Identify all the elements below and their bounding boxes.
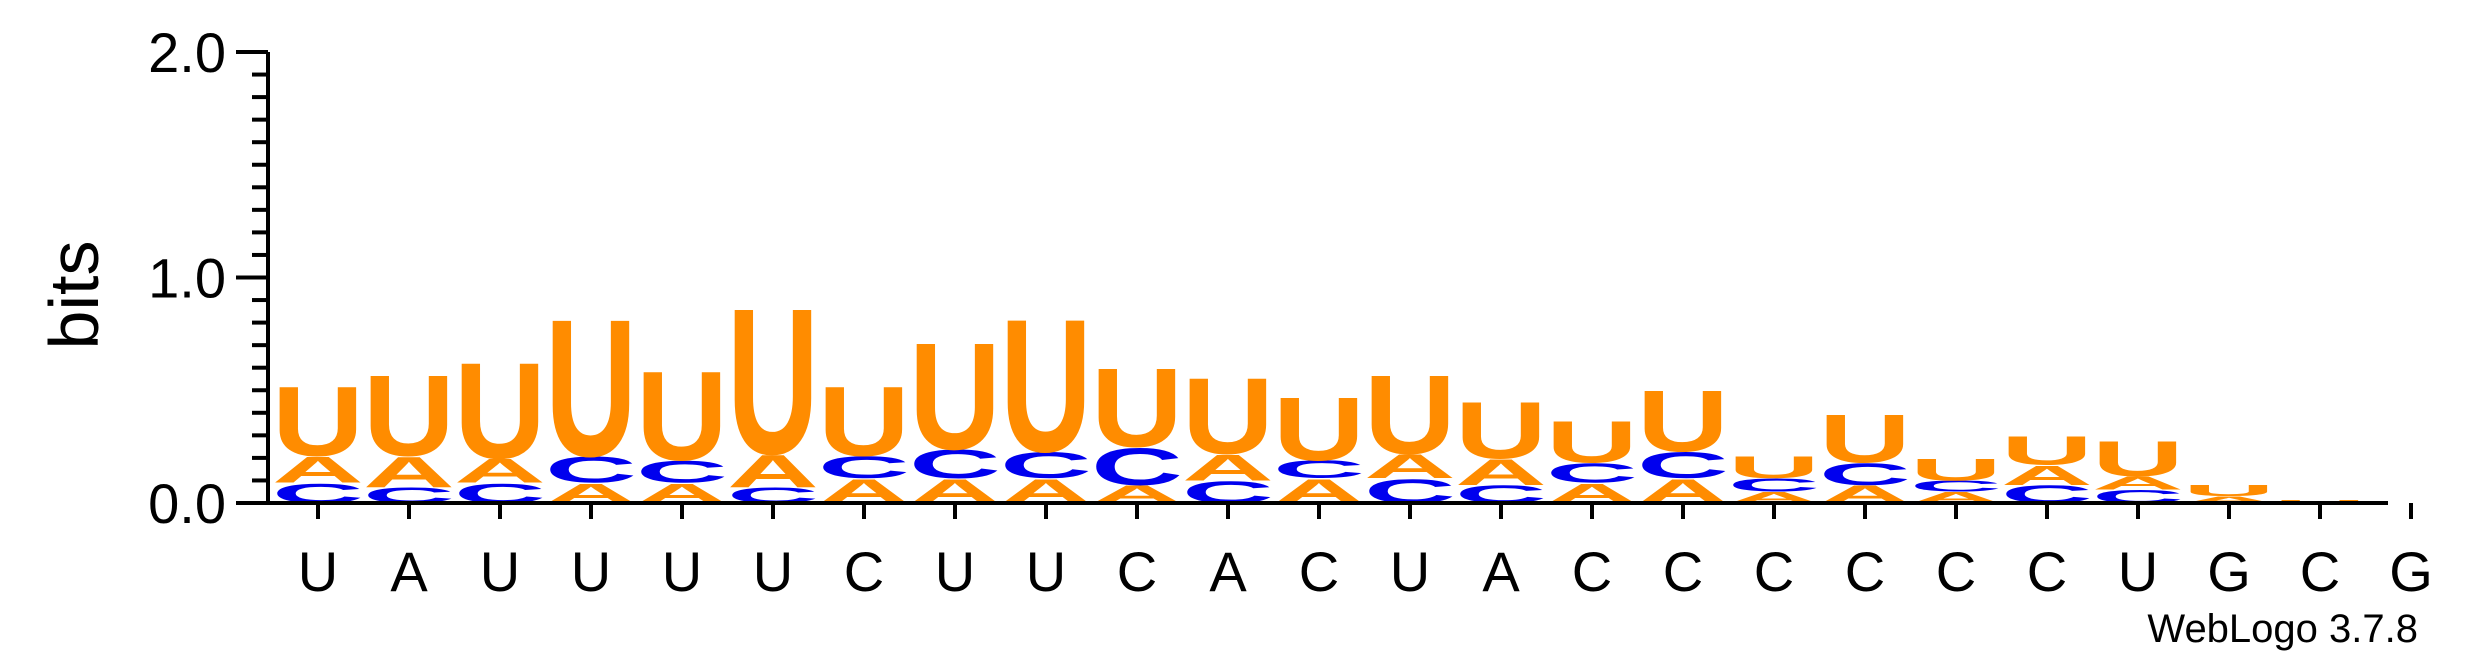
y-axis: 0.0 1.0 2.0	[148, 21, 270, 535]
position-label: U	[2118, 540, 2158, 603]
logo-letter-a: A	[2092, 473, 2184, 494]
position-label: C	[1299, 540, 1339, 603]
position-label: C	[1936, 540, 1976, 603]
logo-letter-a: A	[727, 445, 819, 497]
logo-letter-u: U	[2183, 482, 2275, 499]
logo-letter-c: C	[1000, 444, 1092, 486]
position-label: U	[935, 540, 975, 603]
logo-letter-c: C	[818, 450, 910, 485]
logo-letter-c: C	[1091, 437, 1183, 496]
position-label: C	[1117, 540, 1157, 603]
position-label: A	[390, 540, 428, 603]
logo-letter-u: U	[1546, 409, 1638, 475]
logo-letter-c: C	[1728, 475, 1820, 496]
position-label: G	[2207, 540, 2251, 603]
logo-letter-a: A	[1182, 447, 1274, 489]
logo-letter-u: U	[545, 279, 637, 498]
logo-letter-u: U	[1000, 281, 1092, 492]
logo-letter-c: C	[636, 455, 728, 490]
logo-letter-u: U	[363, 351, 455, 480]
position-label: U	[753, 540, 793, 603]
y-tick-label: 1.0	[148, 247, 226, 310]
logo-letter-u: U	[2001, 429, 2093, 474]
position-label: U	[298, 540, 338, 603]
position-label: U	[480, 540, 520, 603]
logo-letter-u: U	[909, 311, 1001, 481]
position-label: U	[571, 540, 611, 603]
position-label: A	[1482, 540, 1520, 603]
logo-letter-u: U	[818, 367, 910, 478]
logo-letter-u: U	[454, 335, 546, 488]
weblogo-credit: WebLogo 3.7.8	[2147, 607, 2418, 651]
position-label: U	[1390, 540, 1430, 603]
position-label: C	[2300, 540, 2340, 603]
y-axis-label: bits	[35, 241, 113, 350]
logo-letter-c: C	[909, 442, 1001, 487]
logo-letter-u: U	[1637, 373, 1729, 470]
logo-letter-u: U	[2092, 432, 2184, 487]
logo-letter-c: C	[1910, 478, 2002, 495]
logo-letter-a: A	[2001, 460, 2093, 491]
logo-letter-c: C	[1637, 444, 1729, 486]
logo-letter-u: U	[1273, 379, 1365, 480]
logo-letter-u: U	[1364, 353, 1456, 478]
logo-letter-u: U	[727, 265, 819, 498]
logo-letter-u: U	[1182, 356, 1274, 477]
logo-letter-u: U	[272, 367, 364, 478]
position-label: C	[1754, 540, 1794, 603]
logo-letter-u: U	[636, 345, 728, 487]
position-label: C	[1663, 540, 1703, 603]
position-label: C	[2027, 540, 2067, 603]
y-tick-label: 2.0	[148, 21, 226, 84]
position-label: U	[662, 540, 702, 603]
logo-letter-u: U	[1728, 450, 1820, 485]
logo-letter-u: U	[1910, 452, 2002, 487]
logo-letter-u: U	[1455, 384, 1547, 475]
position-label: A	[1209, 540, 1247, 603]
logo-letter-u: U	[1819, 401, 1911, 477]
y-tick-label: 0.0	[148, 472, 226, 535]
logo-letter-u: U	[1091, 346, 1183, 471]
logo-letter-a: A	[1455, 451, 1547, 493]
logo-letter-a: A	[2183, 495, 2275, 505]
position-label: C	[1572, 540, 1612, 603]
logo-letter-c: C	[1819, 457, 1911, 492]
position-label: G	[2389, 540, 2433, 603]
logo-letter-a: A	[272, 449, 364, 491]
position-label: U	[1026, 540, 1066, 603]
logo-letter-a: A	[1364, 447, 1456, 485]
logo-letter-a: A	[363, 448, 455, 497]
position-label: C	[844, 540, 884, 603]
logo-letter-c: C	[545, 449, 637, 491]
logo-letter-c: C	[1273, 456, 1365, 484]
position-label: C	[1845, 540, 1885, 603]
logo-letter-a: A	[454, 452, 546, 490]
logo-letter-c: C	[1546, 457, 1638, 488]
